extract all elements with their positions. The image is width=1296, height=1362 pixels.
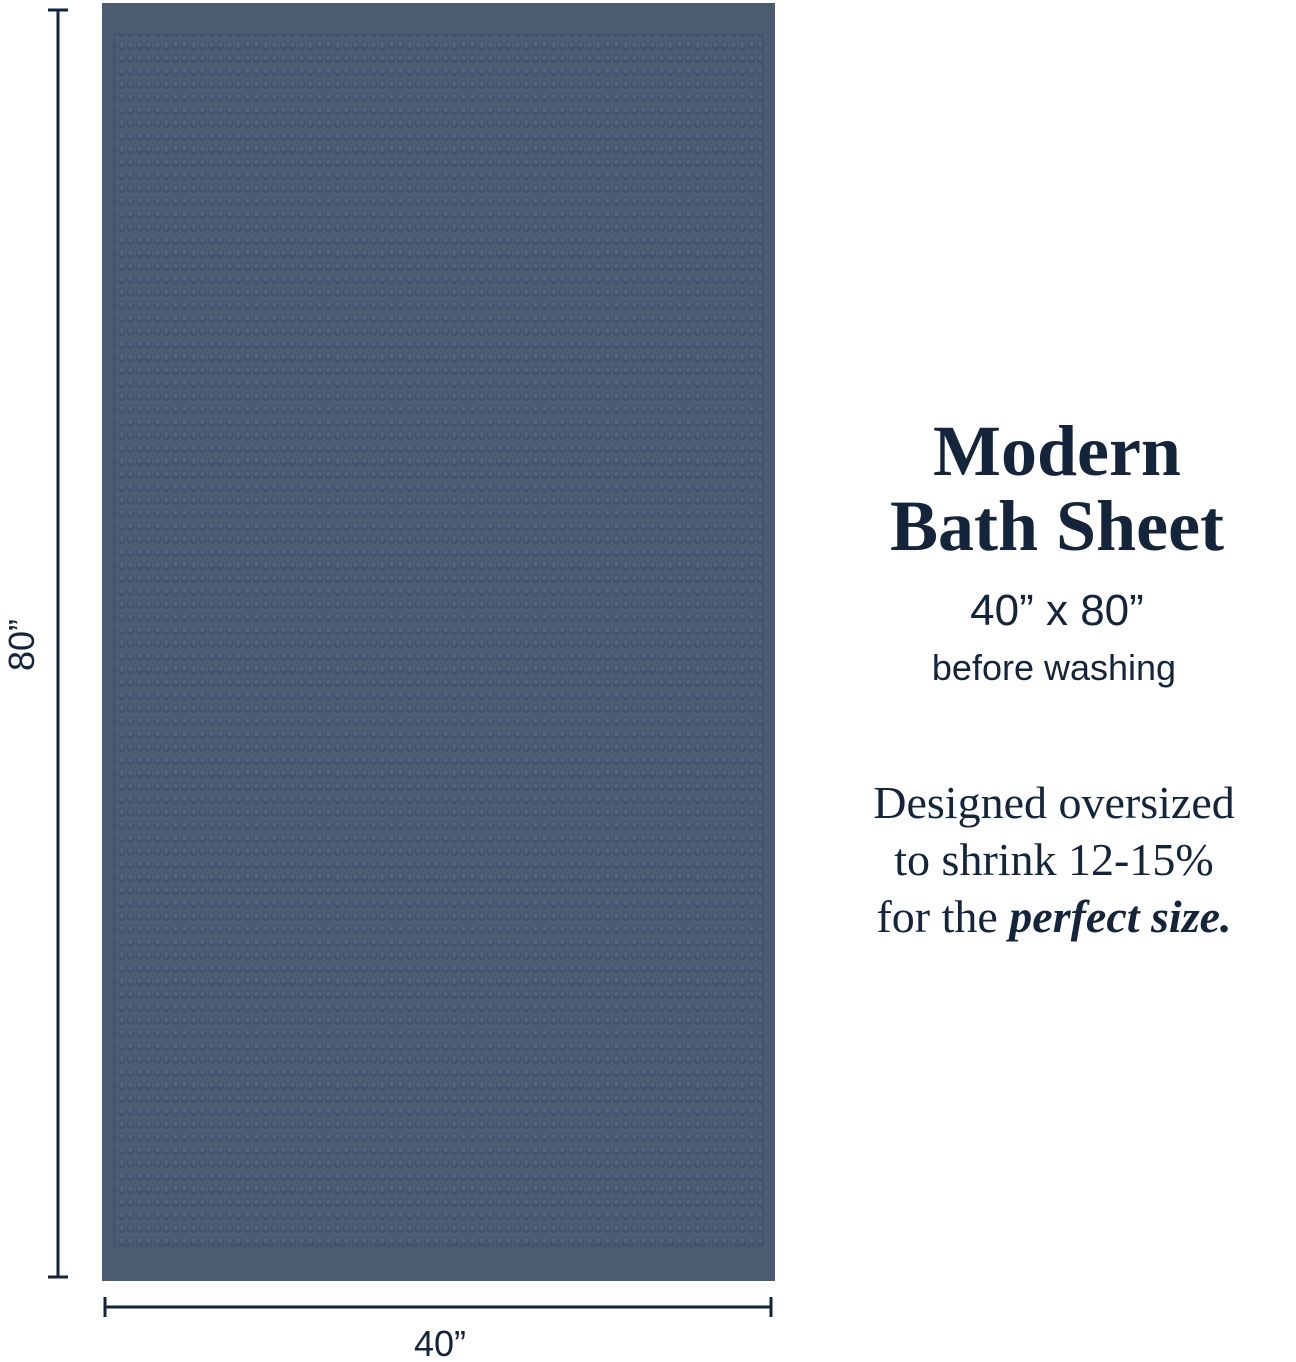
- description-line: for the perfect size.: [876, 891, 1231, 942]
- description-line: to shrink 12-15%: [894, 834, 1213, 885]
- towel-border: [113, 33, 764, 1247]
- description-line: Designed oversized: [873, 777, 1235, 828]
- width-dimension: [103, 1297, 773, 1317]
- height-dimension: [48, 8, 68, 1279]
- description-text: for the: [876, 891, 1009, 942]
- size-measure: 40” x 80”: [970, 586, 1144, 635]
- description-emphasis: perfect size.: [1005, 891, 1231, 942]
- height-label: 80”: [1, 619, 42, 671]
- width-label: 40”: [414, 1323, 466, 1362]
- towel-texture: [114, 34, 763, 1246]
- heading-line: Modern: [933, 411, 1181, 491]
- heading-line: Bath Sheet: [890, 486, 1224, 566]
- size-note: before washing: [932, 647, 1176, 688]
